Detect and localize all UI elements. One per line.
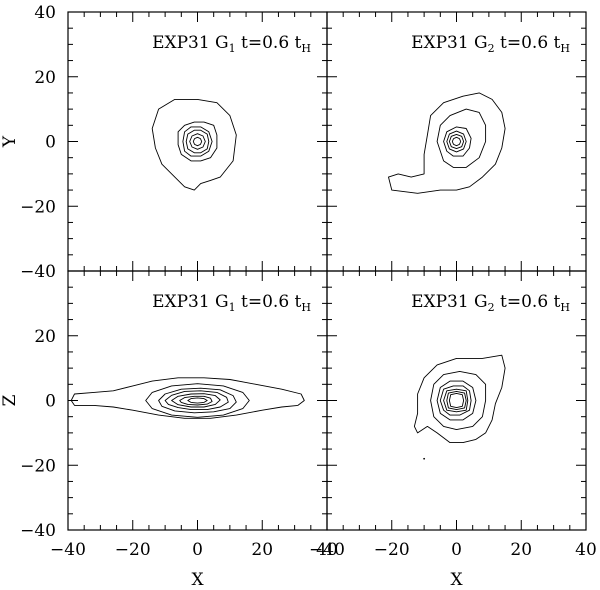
x-tick-label: −20: [374, 540, 410, 560]
panel-title-time-sub: H: [301, 301, 311, 314]
x-tick-label: 40: [575, 540, 597, 560]
contour-level-3: [436, 380, 477, 421]
panel-title-galaxy-sub: 1: [229, 301, 236, 314]
contour-level-4: [446, 130, 467, 153]
x-axis-label: X: [191, 570, 204, 590]
x-tick-label: 0: [451, 540, 462, 560]
contour-level-2: [177, 121, 218, 162]
panel-title-galaxy-sub: 2: [488, 301, 495, 314]
panel-title-galaxy-sub: 2: [488, 42, 495, 55]
panel-title: EXP31 G2 t=0.6 tH: [411, 33, 570, 55]
contour-level-5: [189, 133, 206, 150]
contour-level-6: [446, 390, 467, 411]
contour-level-4: [439, 385, 472, 416]
contour-level-2: [145, 383, 250, 418]
y-axis-label: Y: [0, 135, 20, 148]
panel-title-time-sub: H: [560, 42, 570, 55]
contour-level-7: [187, 397, 208, 404]
contour-level-6: [451, 136, 462, 147]
contour-level-3: [158, 387, 237, 414]
panel-title-time-sub: H: [301, 42, 311, 55]
panel-title-prefix: EXP31 G: [152, 292, 229, 312]
contour-level-3: [443, 126, 472, 157]
panel-bottom-left: −40 −20 0 20 40 −40 −20 0 20 X Z EXP31 G1 t=0.6 tH: [0, 270, 338, 590]
panel-title: EXP31 G2 t=0.6 tH: [411, 292, 570, 314]
panel-title: EXP31 G1 t=0.6 tH: [152, 292, 311, 314]
contour-level-1: [151, 98, 237, 191]
x-tick-label: 40: [316, 540, 338, 560]
contour-level-6: [192, 136, 203, 147]
panel-title-mid: t=0.6 t: [236, 292, 302, 312]
x-tick-label: −40: [50, 540, 86, 560]
x-tick-label: −20: [115, 540, 151, 560]
contour-level-4: [164, 390, 229, 411]
contour-level-3: [182, 126, 213, 157]
contour-level-4: [185, 129, 210, 154]
x-tick-label: −40: [309, 540, 345, 560]
panel-title-mid: t=0.6 t: [495, 33, 561, 53]
x-tick-label: 20: [251, 540, 273, 560]
y-tick-label: 0: [45, 392, 56, 412]
contour-level-6: [179, 395, 213, 406]
panel-title-prefix: EXP31 G: [411, 292, 488, 312]
panel-title: EXP31 G1 t=0.6 tH: [152, 33, 311, 55]
panel-title-time-sub: H: [560, 301, 570, 314]
y-tick-label: −40: [20, 262, 56, 282]
isolated-point: [423, 457, 426, 460]
contour-level-2: [430, 370, 487, 431]
panel-top-left: −40 −20 0 20 40 Y EXP31 G1 t=0.6 tH: [0, 3, 328, 282]
y-tick-label: −20: [20, 456, 56, 476]
panel-top-right: EXP31 G2 t=0.6 tH: [326, 11, 587, 272]
contour-level-5: [443, 388, 469, 413]
contour-level-1: [413, 354, 506, 444]
panel-title-mid: t=0.6 t: [495, 292, 561, 312]
y-axis-label: Z: [0, 394, 20, 406]
panel-title-prefix: EXP31 G: [152, 33, 229, 53]
y-tick-label: 0: [45, 133, 56, 153]
contour-level-1: [388, 92, 506, 194]
panel-title-galaxy-sub: 1: [229, 42, 236, 55]
x-axis-label: X: [450, 570, 463, 590]
panel-bottom-right: −40 −20 0 20 40 X EXP31 G2 t=0.6 tH: [309, 270, 597, 590]
y-tick-label: 20: [34, 68, 56, 88]
panel-title-prefix: EXP31 G: [411, 33, 488, 53]
y-tick-label: −40: [20, 521, 56, 541]
y-tick-label: 40: [34, 3, 56, 23]
contour-level-2: [436, 108, 487, 168]
panel-title-mid: t=0.6 t: [236, 33, 302, 53]
contour-level-5: [171, 393, 221, 408]
y-tick-label: −20: [20, 197, 56, 217]
contour-level-1: [70, 377, 305, 419]
contour-level-7: [448, 392, 465, 409]
contour-level-5: [448, 133, 465, 150]
y-tick-label: 20: [34, 327, 56, 347]
x-tick-label: 0: [192, 540, 203, 560]
x-tick-label: 20: [510, 540, 532, 560]
